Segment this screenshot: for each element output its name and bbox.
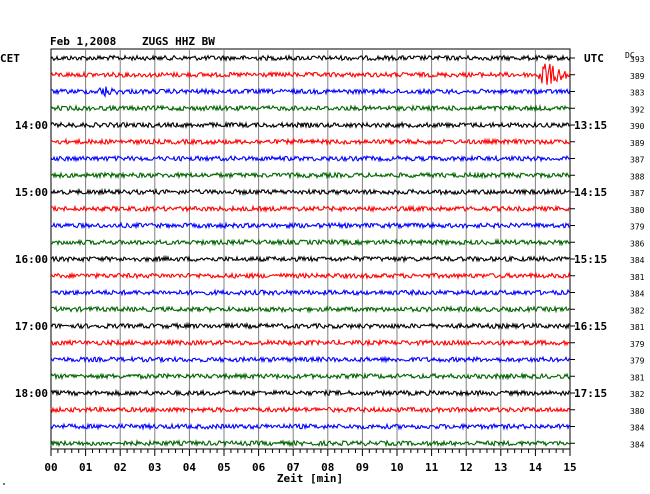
dc-value: 389 [630,72,645,81]
dc-value: 383 [630,89,645,98]
dc-value: 380 [630,407,645,416]
trace [50,63,571,86]
header-date: Feb 1,2008 [50,35,116,48]
x-tick-label: 09 [356,461,369,474]
dc-value: 384 [630,290,645,299]
x-tick-label: 11 [425,461,439,474]
trace [50,154,571,163]
trace [50,304,571,314]
dc-value: 387 [630,189,645,198]
x-axis: 00 01 02 03 04 05 06 07 08 09 10 11 12 13 14 15 [44,449,577,474]
hour-label-right: 17:15 [574,387,607,400]
trace [50,388,571,398]
trace [50,53,571,63]
trace [50,120,570,130]
trace [50,422,571,431]
plot-frame [50,48,571,450]
x-tick-label: 15 [563,461,576,474]
hour-label-right: 14:15 [574,186,607,199]
trace [50,204,571,214]
trace [50,221,571,230]
trace [50,254,571,264]
dc-value: 392 [630,105,645,114]
hour-labels-right: 13:15 14:15 15:15 16:15 17:15 [570,57,607,444]
hour-label-right: 16:15 [574,320,607,333]
x-tick-label: 04 [183,461,197,474]
dc-value: 382 [630,390,645,399]
x-tick-label: 08 [321,461,334,474]
x-tick-label: 01 [79,461,93,474]
hour-label-left: 17:00 [15,320,48,333]
right-timezone-label: UTC [584,52,604,65]
trace [50,321,571,331]
left-timezone-label: CET [0,52,20,65]
dc-value: 387 [630,156,645,165]
dc-value: 384 [630,424,645,433]
dc-value: 379 [630,357,645,366]
trace [50,338,571,347]
seismic-traces [50,53,571,448]
hour-label-right: 15:15 [574,253,607,266]
dc-value: 381 [630,273,645,282]
minute-grid [85,49,536,449]
dc-value: 388 [630,172,645,181]
trace [50,405,571,414]
x-tick-label: 05 [217,461,230,474]
hour-label-left: 15:00 [15,186,48,199]
dc-value: 390 [630,122,645,131]
x-tick-label: 13 [494,461,507,474]
dc-value: 384 [630,440,645,449]
trace [50,171,571,180]
x-axis-label: Zeit [min] [277,472,343,485]
trace [50,271,571,280]
dc-label: DC [625,51,635,60]
trace [50,237,571,247]
dc-value: 379 [630,223,645,232]
trace [50,288,571,297]
x-tick-label: 12 [460,461,473,474]
x-tick-label: 02 [114,461,127,474]
dc-value: 393 [630,55,645,64]
trace [50,371,571,381]
trace [50,187,571,197]
dc-value: 380 [630,206,645,215]
hour-label-left: 14:00 [15,119,48,132]
x-tick-label: 03 [148,461,161,474]
dc-value: 381 [630,373,645,382]
x-tick-label: 07 [287,461,300,474]
trace [50,86,571,98]
dc-value: 381 [630,323,645,332]
header-station: ZUGS HHZ BW [142,35,215,48]
hour-label-left: 18:00 [15,387,48,400]
dc-value: 389 [630,139,645,148]
x-tick-label: 14 [529,461,543,474]
dc-value: 382 [630,306,645,315]
dc-value: 379 [630,340,645,349]
hour-label-left: 16:00 [15,253,48,266]
trace [50,103,571,113]
dc-value: 384 [630,256,645,265]
x-tick-label: 10 [390,461,403,474]
trace [50,355,571,364]
corner-mark: " [2,482,6,490]
dc-value: 386 [630,239,645,248]
dc-values: 393 389 383 392 390 389 387 388 387 380 379 386 384 3… [630,55,645,449]
trace [50,438,571,448]
trace [50,137,571,147]
hour-labels-left: 14:00 15:00 16:00 17:00 18:00 [15,119,48,400]
x-tick-label: 06 [252,461,266,474]
x-tick-label: 00 [44,461,57,474]
hour-label-right: 13:15 [574,119,607,132]
